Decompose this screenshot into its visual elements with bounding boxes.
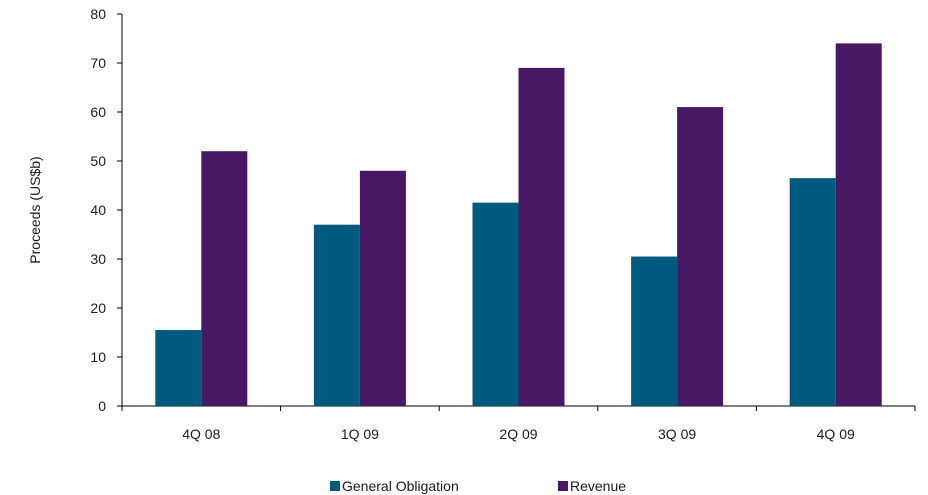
bar-general-obligation	[789, 178, 836, 406]
x-tick-label: 1Q 09	[341, 426, 379, 442]
x-axis: 4Q 08 1Q 09 2Q 09 3Q 09 4Q 09	[121, 405, 916, 442]
bar-revenue	[677, 107, 724, 406]
bar-revenue	[359, 170, 406, 406]
bar-general-obligation	[631, 256, 678, 406]
y-axis: 0 10 20 30 40 50 60 70 80	[90, 6, 123, 414]
y-tick-label: 60	[90, 104, 106, 120]
y-tick-label: 70	[90, 55, 106, 71]
bar-revenue	[201, 151, 248, 406]
bar-general-obligation	[313, 224, 360, 406]
x-tick-label: 4Q 08	[182, 426, 220, 442]
legend-swatch-general-obligation	[330, 481, 340, 491]
y-tick-label: 20	[90, 300, 106, 316]
y-axis-label: Proceeds (US$b)	[27, 156, 43, 263]
bars	[155, 43, 882, 407]
y-tick-label: 80	[90, 6, 106, 22]
y-tick-label: 10	[90, 349, 106, 365]
legend-swatch-revenue	[558, 481, 568, 491]
bar-revenue	[518, 67, 565, 407]
y-tick-label: 50	[90, 153, 106, 169]
y-tick-label: 30	[90, 251, 106, 267]
bar-general-obligation	[472, 202, 519, 406]
x-tick-label: 3Q 09	[658, 426, 696, 442]
legend-label-revenue: Revenue	[570, 478, 626, 494]
y-tick-label: 40	[90, 202, 106, 218]
x-tick-label: 4Q 09	[817, 426, 855, 442]
bar-general-obligation	[155, 330, 202, 406]
bar-revenue	[835, 43, 882, 407]
legend: General Obligation Revenue	[330, 478, 626, 494]
legend-label-general-obligation: General Obligation	[342, 478, 459, 494]
x-tick-label: 2Q 09	[499, 426, 537, 442]
y-tick-label: 0	[98, 398, 106, 414]
